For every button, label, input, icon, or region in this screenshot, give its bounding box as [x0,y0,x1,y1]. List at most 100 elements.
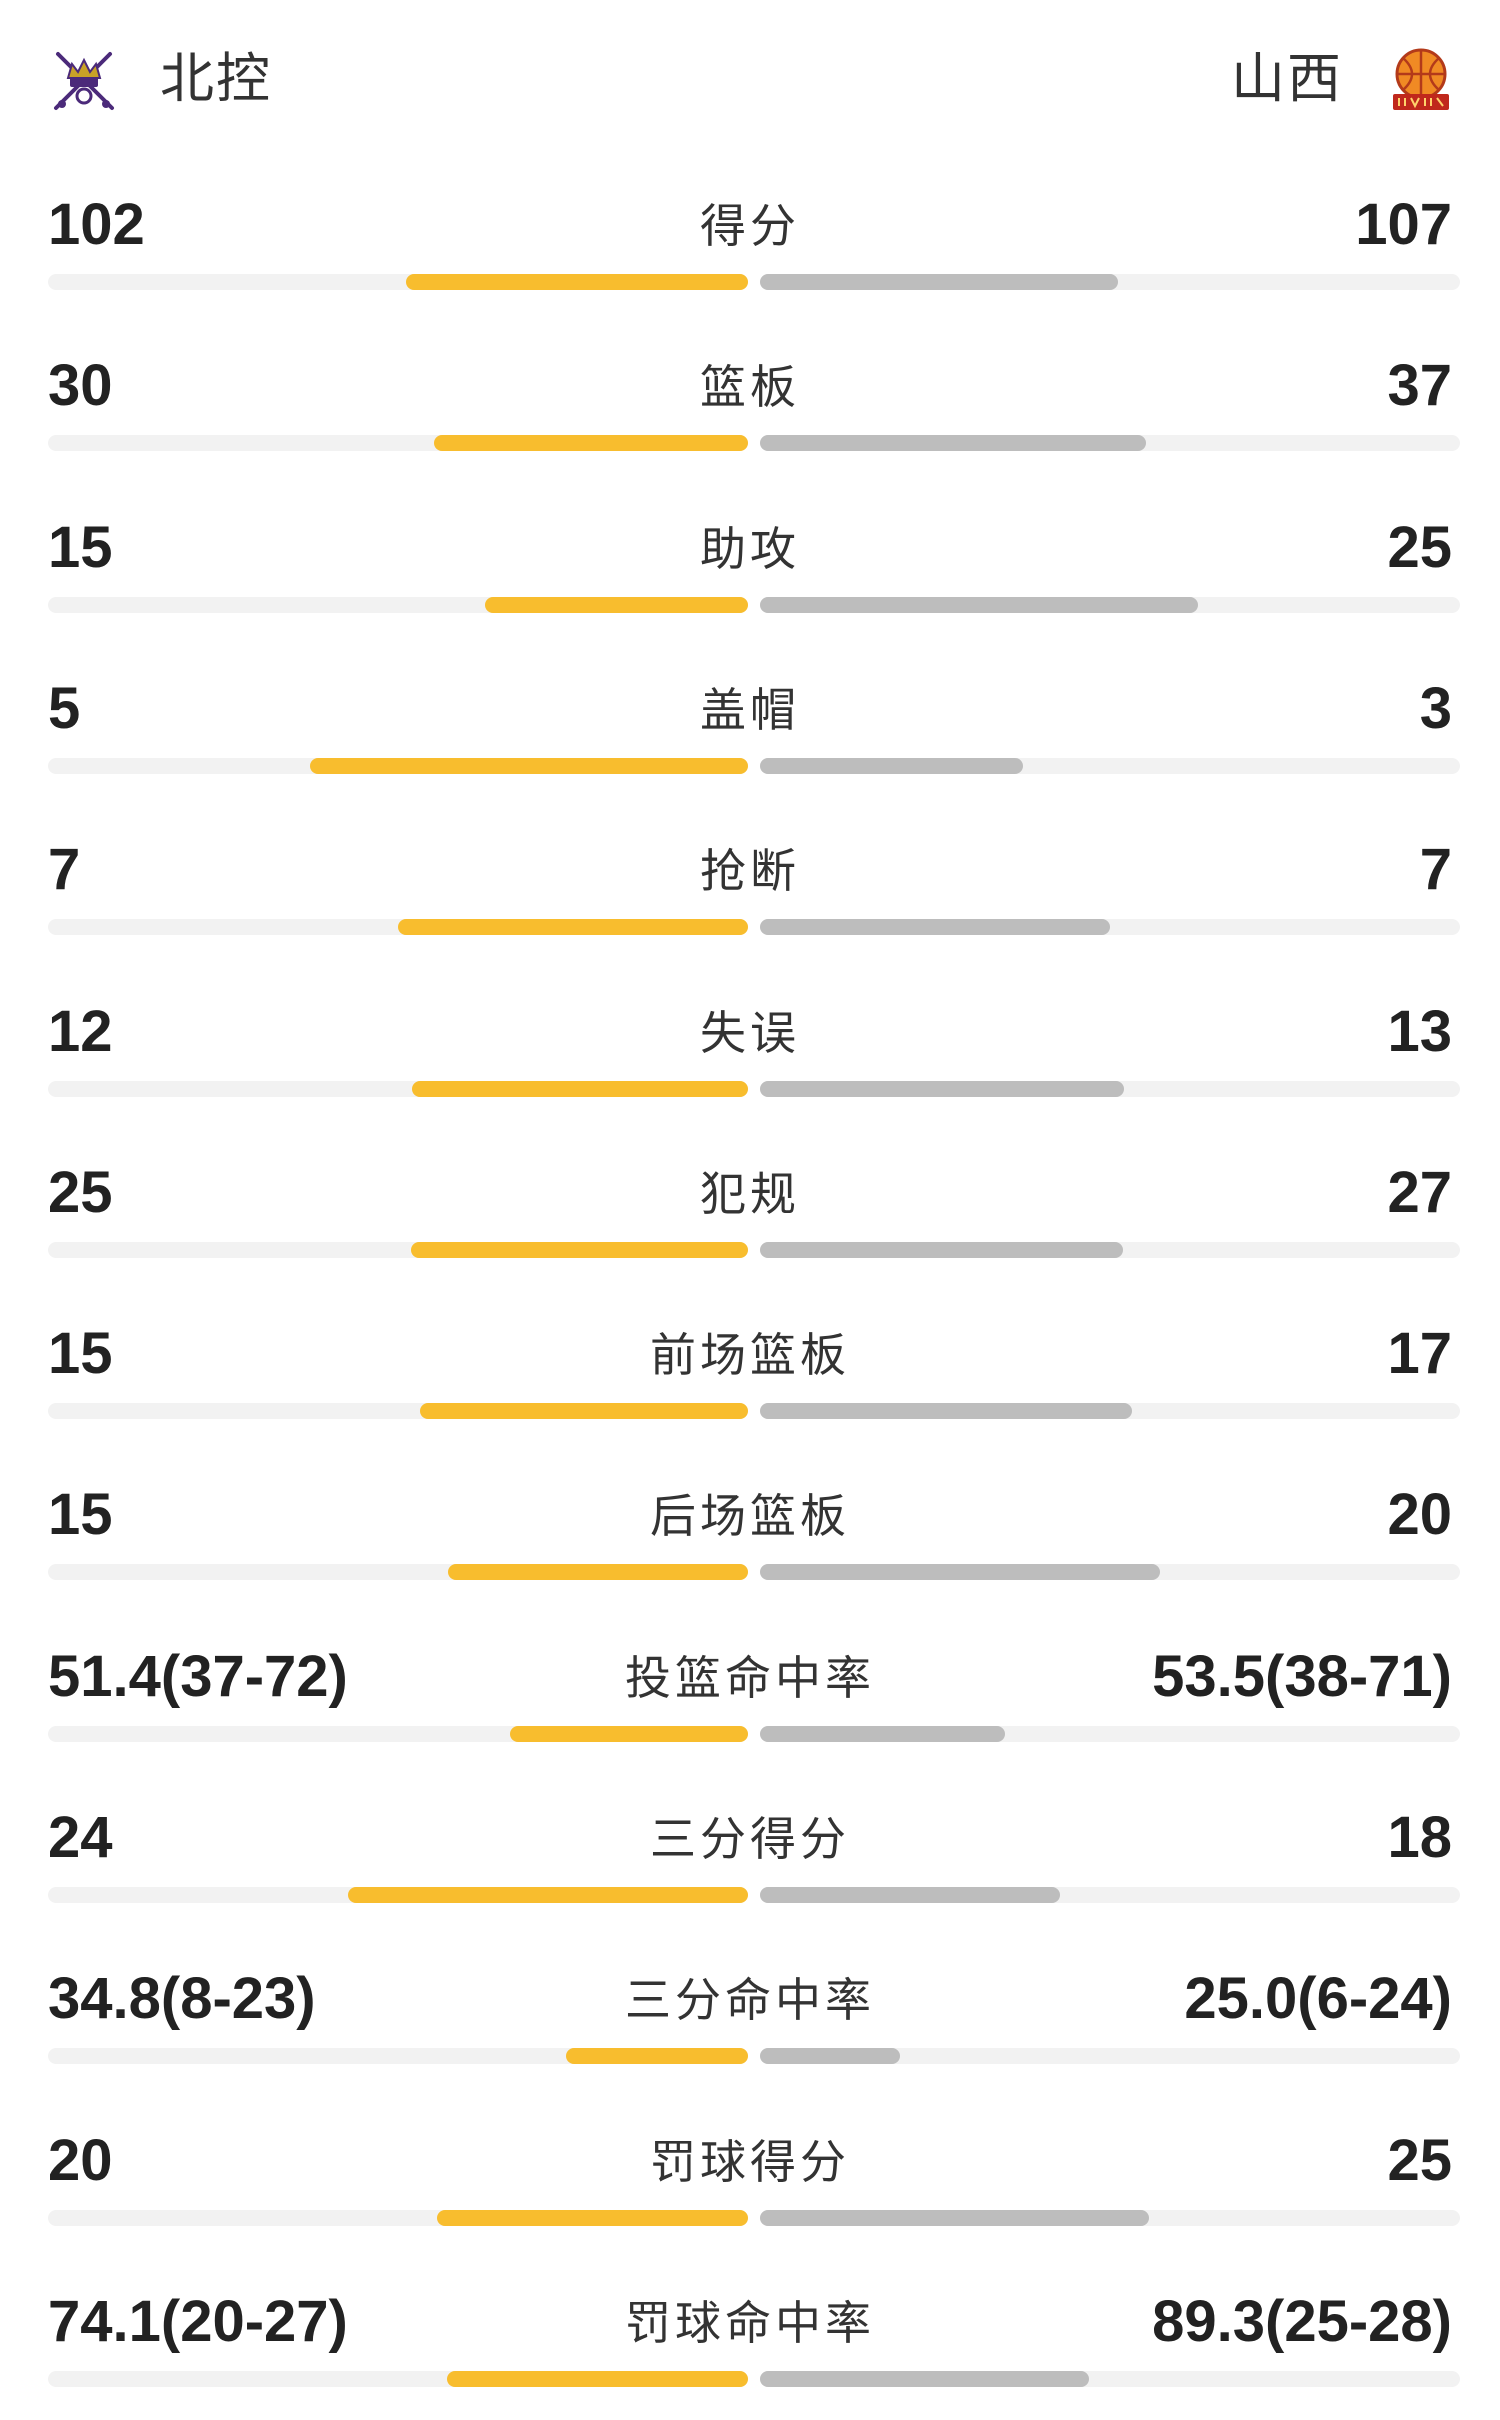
stat-label: 罚球命中率 [625,2296,875,2350]
stat-row: 15 前场篮板 17 [0,1291,1500,1452]
away-bar-track [760,1081,1460,1097]
stat-row: 15 后场篮板 20 [0,1452,1500,1613]
away-stat-bar [760,1403,1132,1419]
stat-row: 74.1(20-27) 罚球命中率 89.3(25-28) [0,2259,1500,2420]
stat-row: 5 盖帽 3 [0,646,1500,807]
home-bar-track [48,597,748,613]
away-stat-value: 17 [1387,1321,1452,1386]
stat-label: 助攻 [700,522,800,576]
home-team-name: 北控 [160,47,272,110]
stat-label: 三分得分 [650,1812,850,1866]
away-stat-bar [760,1887,1060,1903]
home-stat-value: 15 [48,515,113,580]
away-bar-track [760,1726,1460,1742]
stat-label: 篮板 [700,360,800,414]
home-stat-value: 15 [48,1321,113,1386]
home-stat-bar [510,1726,748,1742]
stat-row: 30 篮板 37 [0,323,1500,484]
home-stat-value: 102 [48,192,145,257]
away-bar-track [760,1887,1460,1903]
home-bar-track [48,2048,748,2064]
away-bar-track [760,2371,1460,2387]
home-bar-track [48,2210,748,2226]
away-stat-bar [760,1726,1005,1742]
away-bar-track [760,274,1460,290]
home-stat-bar [437,2210,748,2226]
home-bar-track [48,1081,748,1097]
home-stat-value: 5 [48,676,81,741]
home-stat-value: 25 [48,1160,113,1225]
home-stat-bar [485,597,748,613]
stat-label: 前场篮板 [650,1328,850,1382]
home-bar-track [48,435,748,451]
away-stat-value: 25 [1387,2128,1452,2193]
crossed-swords-crest-icon [54,52,114,110]
stat-label: 犯规 [700,1167,800,1221]
away-stat-bar [760,758,1023,774]
home-stat-value: 12 [48,999,113,1064]
home-bar-track [48,758,748,774]
stat-label: 后场篮板 [650,1489,850,1543]
home-stat-value: 15 [48,1482,113,1547]
stat-label: 得分 [700,199,800,253]
away-stat-bar [760,274,1118,290]
away-bar-track [760,2210,1460,2226]
away-team-name: 山西 [1231,47,1343,110]
stat-row: 20 罚球得分 25 [0,2098,1500,2259]
basketball-crest-icon [1393,48,1449,110]
home-stat-bar [398,919,748,935]
home-bar-track [48,1403,748,1419]
home-stat-bar [348,1887,748,1903]
stat-row: 15 助攻 25 [0,485,1500,646]
stat-row: 25 犯规 27 [0,1130,1500,1291]
away-stat-bar [760,1242,1123,1258]
home-stat-bar [406,274,748,290]
stat-row: 7 抢断 7 [0,807,1500,968]
stat-row: 51.4(37-72) 投篮命中率 53.5(38-71) [0,1614,1500,1775]
away-bar-track [760,1242,1460,1258]
away-bar-track [760,597,1460,613]
away-stat-bar [760,435,1146,451]
stat-label: 三分命中率 [625,1973,875,2027]
home-stat-value: 24 [48,1805,113,1870]
away-stat-value: 37 [1387,353,1452,418]
away-bar-track [760,1564,1460,1580]
away-bar-track [760,1403,1460,1419]
away-stat-bar [760,919,1110,935]
home-bar-track [48,1242,748,1258]
away-stat-value: 27 [1387,1160,1452,1225]
home-stat-value: 20 [48,2128,113,2193]
away-stat-bar [760,1081,1124,1097]
home-bar-track [48,919,748,935]
away-stat-value: 53.5(38-71) [1152,1644,1452,1709]
home-stat-value: 7 [48,837,81,902]
away-stat-value: 20 [1387,1482,1452,1547]
away-stat-bar [760,2048,900,2064]
away-stat-bar [760,1564,1160,1580]
home-bar-track [48,2371,748,2387]
stat-label: 抢断 [700,844,800,898]
away-stat-value: 89.3(25-28) [1152,2289,1452,2354]
away-stat-value: 25 [1387,515,1452,580]
stat-label: 投篮命中率 [625,1651,875,1705]
home-bar-track [48,1887,748,1903]
away-bar-track [760,919,1460,935]
home-stat-bar [310,758,748,774]
home-stat-bar [411,1242,748,1258]
home-stat-value: 30 [48,353,113,418]
away-bar-track [760,435,1460,451]
away-stat-value: 7 [1419,837,1452,902]
away-stat-value: 18 [1387,1805,1452,1870]
stat-label: 罚球得分 [650,2135,850,2189]
stat-row: 102 得分 107 [0,162,1500,323]
home-stat-bar [420,1403,748,1419]
home-stat-bar [447,2371,748,2387]
home-stat-bar [434,435,748,451]
home-stat-bar [412,1081,748,1097]
home-stat-value: 74.1(20-27) [48,2289,348,2354]
away-stat-value: 107 [1355,192,1452,257]
stat-row: 12 失误 13 [0,969,1500,1130]
away-bar-track [760,2048,1460,2064]
stat-label: 失误 [700,1006,800,1060]
away-stat-value: 3 [1419,676,1452,741]
